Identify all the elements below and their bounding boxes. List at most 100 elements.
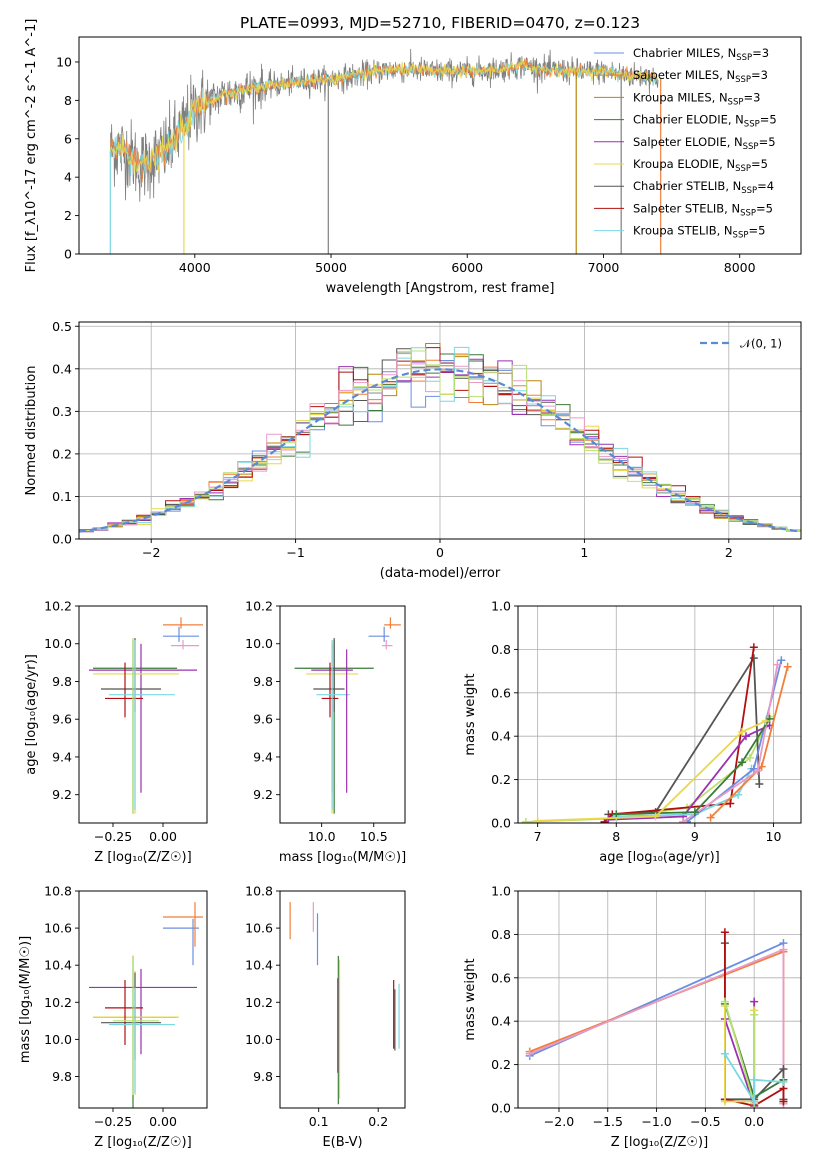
y-tick-label: 9.8 <box>253 1069 273 1084</box>
plus-marker <box>720 928 729 937</box>
y-tick-label: 0.4 <box>52 361 72 376</box>
plus-marker <box>525 1049 534 1058</box>
chart-massweight_vs_age: 7 8 9 10 0.0 0.2 0.4 0.6 0.8 1.0 age [log₁₀(age/yr… <box>463 599 802 865</box>
axes-frame <box>517 605 802 824</box>
x-tick-label: 6000 <box>451 260 483 275</box>
x-tick-label: −2.0 <box>544 1114 574 1129</box>
legend-label: Chabrier ELODIE, NSSP=5 <box>633 113 777 130</box>
y-tick-label: 10.2 <box>44 995 72 1010</box>
x-tick-label: 0.00 <box>149 1114 177 1129</box>
x-tick-label: −0.5 <box>690 1114 720 1129</box>
x-tick-label: 8 <box>612 829 620 844</box>
x-tick-label: 0.00 <box>149 829 177 844</box>
grid-massweight_vs_age <box>518 605 801 824</box>
model-spectrum-line <box>109 59 659 175</box>
x-tick-label: −1.5 <box>593 1114 623 1129</box>
series-line <box>537 720 766 822</box>
y-tick-label: 10.2 <box>245 599 273 614</box>
plus-marker <box>783 662 792 671</box>
plus-marker <box>755 779 764 788</box>
x-tick-label: 8000 <box>724 260 756 275</box>
y-tick-label: 9.2 <box>52 787 72 802</box>
plus-marker <box>749 643 758 652</box>
plus-marker <box>745 753 754 762</box>
plus-marker <box>720 1049 729 1058</box>
legend-tail: =5 <box>748 224 765 238</box>
legend-subscript: SSP <box>740 208 756 218</box>
plus-marker <box>779 1077 788 1086</box>
y-tick-label: 0 <box>64 247 72 262</box>
axes-frame <box>78 36 802 255</box>
y-tick-label: 10.4 <box>245 958 273 973</box>
errorbar-point <box>109 987 175 1094</box>
legend-label: Kroupa STELIB, NSSP=5 <box>633 224 765 241</box>
plus-marker <box>533 816 542 823</box>
legend-label: Salpeter MILES, NSSP=3 <box>633 68 768 85</box>
y-tick-label: 10.0 <box>44 636 72 651</box>
y-tick-label: 9.8 <box>52 1069 72 1084</box>
legend-label: Chabrier MILES, NSSP=3 <box>633 46 769 63</box>
y-tick-label: 10.6 <box>245 921 273 936</box>
x-tick-label: 0 <box>436 545 444 560</box>
axes-frame <box>517 890 802 1109</box>
x-axis-label: E(B-V) <box>322 1135 362 1150</box>
plus-marker <box>741 732 750 741</box>
x-tick-label: −2 <box>142 545 160 560</box>
axes-frame <box>78 890 208 1109</box>
legend-subscript: SSP <box>736 53 752 63</box>
y-tick-label: 2 <box>64 208 72 223</box>
y-tick-label: 4 <box>64 170 72 185</box>
x-tick-label: 10 <box>766 829 782 844</box>
legend-subscript: SSP <box>744 120 760 130</box>
x-tick-label: 4000 <box>179 260 211 275</box>
errorbar-point <box>382 639 393 650</box>
plus-marker <box>750 1010 759 1019</box>
legend-subscript: SSP <box>735 164 751 174</box>
x-tick-label: 7 <box>534 829 542 844</box>
legend-subscript: SSP <box>743 142 759 152</box>
y-axis-label: mass weight <box>463 673 478 755</box>
legend-subscript: SSP <box>735 75 751 85</box>
legend-subscript: SSP <box>733 231 749 241</box>
x-tick-label: −0.25 <box>94 829 132 844</box>
plus-marker <box>738 758 747 767</box>
plus-marker <box>720 997 729 1006</box>
legend-label: Chabrier STELIB, NSSP=4 <box>633 179 774 196</box>
x-axis-label: Z [log₁₀(Z/Z☉)] <box>611 1135 708 1150</box>
y-tick-label: 10.8 <box>245 884 273 899</box>
plus-marker <box>753 766 762 775</box>
x-tick-label: 2 <box>725 545 733 560</box>
y-tick-label: 0.0 <box>52 532 72 547</box>
y-tick-label: 10.6 <box>44 921 72 936</box>
x-axis-label: age [log₁₀(age/yr)] <box>599 850 720 865</box>
y-tick-label: 0.3 <box>52 404 72 419</box>
axes-frame <box>78 321 802 540</box>
axes-frame <box>78 605 208 824</box>
plus-marker <box>779 945 788 954</box>
grid-massweight_vs_Z <box>518 890 801 1109</box>
x-axis-label: Z [log₁₀(Z/Z☉)] <box>94 850 191 865</box>
mass-weight-series <box>533 717 770 823</box>
x-axis-label: (data-model)/error <box>380 566 501 581</box>
y-tick-label: 9.6 <box>52 712 72 727</box>
errorbar-point <box>163 902 203 947</box>
y-tick-label: 9.8 <box>52 674 72 689</box>
y-tick-label: 1.0 <box>491 599 511 614</box>
plot-area-massweight_vs_Z <box>525 928 788 1108</box>
y-tick-label: 9.4 <box>253 749 273 764</box>
y-tick-label: 10.0 <box>245 636 273 651</box>
errorbar-point <box>93 970 179 1096</box>
errorbar-point <box>163 626 199 642</box>
y-tick-label: 0.5 <box>52 319 72 334</box>
legend-tail: =5 <box>756 201 773 215</box>
plus-marker <box>773 660 782 669</box>
x-axis-label: Z [log₁₀(Z/Z☉)] <box>94 1135 191 1150</box>
y-tick-label: 6 <box>64 131 72 146</box>
plus-marker <box>651 812 660 821</box>
errorbar-point <box>93 639 179 814</box>
plus-marker <box>750 1075 759 1084</box>
plus-marker <box>750 1097 759 1106</box>
legend-residuals: 𝒩(0, 1) <box>700 337 782 351</box>
y-tick-label: 10.2 <box>44 599 72 614</box>
